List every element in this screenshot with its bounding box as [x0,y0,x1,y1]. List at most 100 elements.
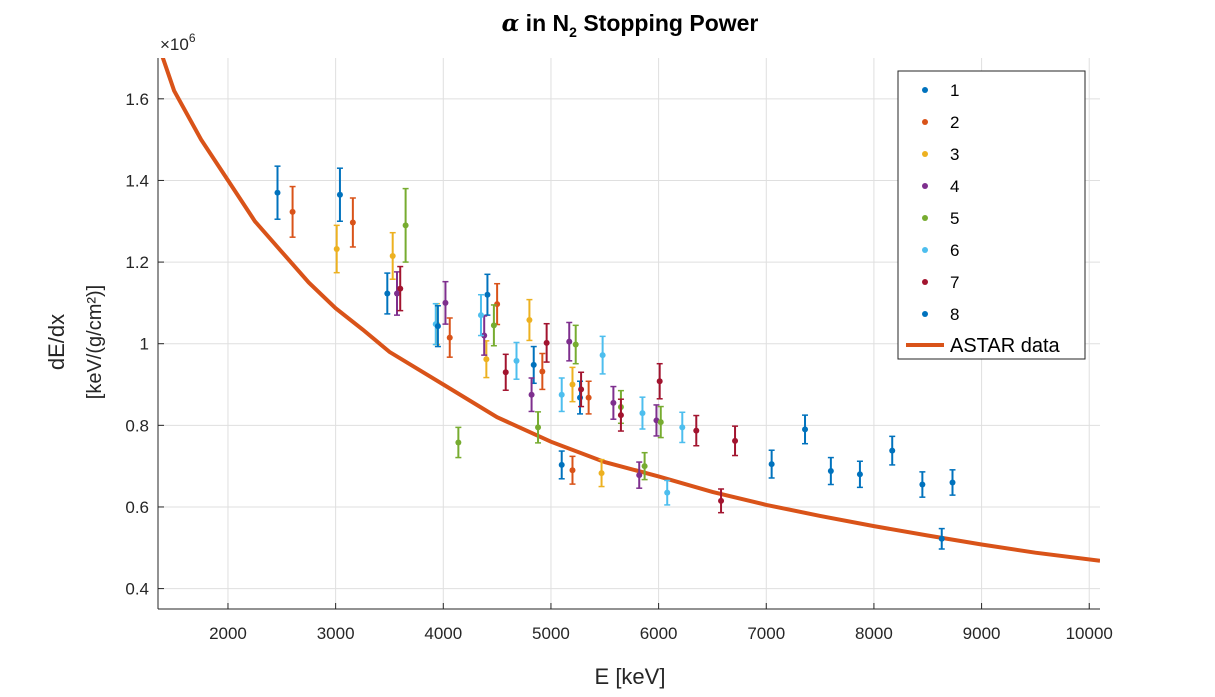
data-point [558,391,565,398]
y-tick-label: 0.8 [125,416,149,435]
y-axis-label: dE/dx [keV/(g/cm²)] [44,285,106,399]
legend-label-6: 6 [950,241,959,260]
data-point [539,368,546,375]
data-point [599,352,606,359]
data-point [333,246,340,253]
astar-curve [160,58,1100,563]
legend-entries: 1 2 3 4 5 6 7 8 ASTAR data [906,81,1061,357]
legend-label-2: 2 [950,113,959,132]
data-point [919,481,926,488]
legend-label-astar: ASTAR data [950,335,1061,357]
x-tick-label: 7000 [747,624,785,643]
reference-curve-layer [160,58,1100,563]
y-tick-label: 1.6 [125,90,149,109]
data-point [610,399,617,406]
data-point [402,222,409,229]
series-7 [397,265,739,514]
y-exponent-base: ×10 [160,35,189,54]
data-point [639,410,646,417]
data-point [802,426,809,433]
legend-marker-4 [922,183,928,189]
data-point [442,299,449,306]
y-axis-label-line1: dE/dx [44,314,69,370]
data-point [664,489,671,496]
y-tick-label: 0.6 [125,498,149,517]
data-point [484,291,491,298]
axes-layer: 2000 3000 4000 5000 6000 7000 8000 9000 10000 0.4… [125,58,1113,643]
data-point [494,301,501,308]
data-point [349,219,356,226]
data-point [768,461,775,468]
data-point [535,424,542,431]
chart-title: α in N2 Stopping Power [502,10,759,40]
data-point [656,378,663,385]
data-point [636,472,643,479]
y-exponent-label: ×106 [160,31,196,54]
data-point [949,479,956,486]
data-point [526,317,533,324]
data-point [585,394,592,401]
data-point [569,381,576,388]
data-point [397,285,404,292]
legend-marker-7 [922,279,928,285]
x-tick-label: 6000 [640,624,678,643]
data-point [566,338,573,345]
data-point [598,470,605,477]
data-point [274,189,281,196]
data-point [513,357,520,364]
data-point [336,191,343,198]
y-tick-label: 1 [140,335,149,354]
legend: 1 2 3 4 5 6 7 8 ASTAR data [897,70,1086,360]
legend-label-5: 5 [950,209,959,228]
data-point [572,341,579,348]
data-point [543,339,550,346]
legend-label-1: 1 [950,81,959,100]
data-point [446,334,453,341]
series-4 [393,271,660,489]
data-point [657,419,664,426]
legend-marker-1 [922,87,928,93]
title-greek: α [502,10,520,37]
x-tick-label: 4000 [424,624,462,643]
data-point [455,439,462,446]
x-axis-label: E [keV] [595,664,666,689]
legend-marker-2 [922,119,928,125]
data-point [528,391,535,398]
series-5 [402,187,664,481]
y-tick-label: 0.4 [125,580,149,599]
x-tick-label: 8000 [855,624,893,643]
legend-marker-5 [922,215,928,221]
data-point [679,424,686,431]
data-point [384,290,391,297]
data-point [732,437,739,444]
legend-label-7: 7 [950,273,959,292]
data-point [483,356,490,363]
x-tick-label: 2000 [209,624,247,643]
data-point [393,290,400,297]
y-tick-label: 1.4 [125,171,149,190]
data-point [889,447,896,454]
title-post: Stopping Power [577,10,758,36]
data-point [718,497,725,504]
y-tick-label: 1.2 [125,253,149,272]
y-exponent-power: 6 [189,31,196,45]
x-tick-label: 3000 [317,624,355,643]
data-point [938,535,945,542]
x-tick-label: 10000 [1066,624,1113,643]
series-1 [274,165,896,466]
data-point [490,322,497,329]
legend-label-8: 8 [950,305,959,324]
data-points-layer [274,165,956,550]
data-point [530,361,537,368]
title-pre: in N [519,10,569,36]
data-point [856,471,863,478]
legend-label-4: 4 [950,177,959,196]
data-point [693,427,700,434]
x-tick-label: 9000 [963,624,1001,643]
data-point [389,252,396,259]
data-point [289,208,296,215]
legend-box [897,70,1086,360]
data-point [481,332,488,339]
